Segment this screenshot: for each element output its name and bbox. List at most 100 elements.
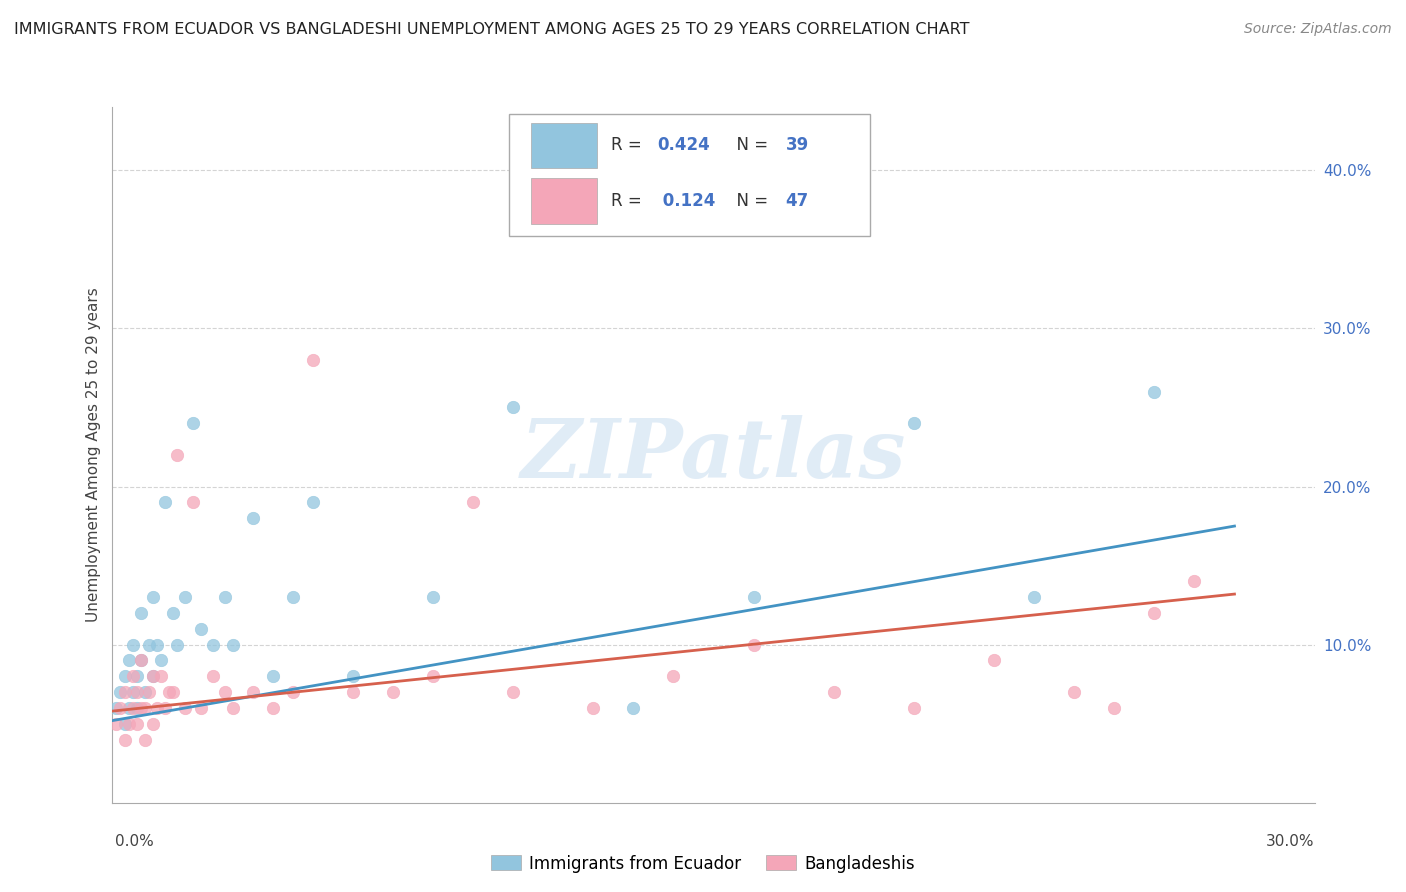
Point	[281, 591, 304, 605]
Point	[134, 701, 156, 715]
Text: Source: ZipAtlas.com: Source: ZipAtlas.com	[1244, 22, 1392, 37]
Point	[823, 685, 845, 699]
Point	[742, 591, 765, 605]
Point	[134, 685, 156, 699]
Point	[141, 669, 163, 683]
Point	[190, 701, 212, 715]
Point	[302, 495, 325, 509]
Point	[422, 591, 444, 605]
Point	[422, 669, 444, 683]
Point	[222, 638, 245, 652]
Point	[117, 716, 139, 731]
Point	[262, 669, 284, 683]
Point	[157, 685, 180, 699]
Point	[281, 685, 304, 699]
Point	[149, 653, 172, 667]
Point	[242, 511, 264, 525]
Point	[1143, 606, 1166, 620]
Text: 30.0%: 30.0%	[1267, 834, 1315, 849]
Text: R =: R =	[612, 192, 647, 210]
Point	[153, 495, 176, 509]
Point	[105, 701, 128, 715]
Point	[166, 448, 188, 462]
Point	[181, 495, 204, 509]
Point	[105, 716, 128, 731]
FancyBboxPatch shape	[509, 114, 870, 235]
Point	[110, 701, 132, 715]
Text: ZIPatlas: ZIPatlas	[520, 415, 907, 495]
Point	[222, 701, 245, 715]
Text: R =: R =	[612, 136, 647, 154]
Point	[903, 417, 925, 431]
Legend: Immigrants from Ecuador, Bangladeshis: Immigrants from Ecuador, Bangladeshis	[484, 848, 922, 880]
Point	[117, 653, 139, 667]
Point	[201, 669, 224, 683]
Point	[242, 685, 264, 699]
Point	[110, 685, 132, 699]
Point	[173, 701, 195, 715]
Point	[121, 701, 143, 715]
Text: 47: 47	[786, 192, 808, 210]
Point	[342, 669, 364, 683]
Point	[1143, 384, 1166, 399]
Point	[114, 685, 136, 699]
Point	[114, 732, 136, 747]
Point	[145, 701, 167, 715]
Point	[138, 685, 160, 699]
Point	[214, 591, 236, 605]
Point	[138, 638, 160, 652]
Point	[149, 669, 172, 683]
Point	[129, 653, 152, 667]
Point	[621, 701, 644, 715]
Point	[145, 638, 167, 652]
Point	[302, 353, 325, 368]
Text: 39: 39	[786, 136, 808, 154]
Point	[662, 669, 685, 683]
Text: N =: N =	[725, 136, 773, 154]
Point	[141, 716, 163, 731]
Text: 0.0%: 0.0%	[115, 834, 155, 849]
Point	[125, 685, 148, 699]
FancyBboxPatch shape	[531, 123, 598, 168]
Text: N =: N =	[725, 192, 773, 210]
Point	[114, 669, 136, 683]
Point	[121, 638, 143, 652]
Point	[181, 417, 204, 431]
Point	[141, 591, 163, 605]
Point	[262, 701, 284, 715]
Point	[214, 685, 236, 699]
Point	[173, 591, 195, 605]
Point	[141, 669, 163, 683]
Point	[1184, 574, 1206, 589]
Point	[1063, 685, 1085, 699]
Point	[121, 669, 143, 683]
Y-axis label: Unemployment Among Ages 25 to 29 years: Unemployment Among Ages 25 to 29 years	[86, 287, 101, 623]
Point	[166, 638, 188, 652]
Text: 0.424: 0.424	[657, 136, 710, 154]
Point	[502, 401, 524, 415]
Point	[190, 622, 212, 636]
Text: IMMIGRANTS FROM ECUADOR VS BANGLADESHI UNEMPLOYMENT AMONG AGES 25 TO 29 YEARS CO: IMMIGRANTS FROM ECUADOR VS BANGLADESHI U…	[14, 22, 970, 37]
Point	[1024, 591, 1046, 605]
Point	[121, 685, 143, 699]
Point	[461, 495, 484, 509]
Point	[125, 701, 148, 715]
Point	[983, 653, 1005, 667]
Point	[342, 685, 364, 699]
Point	[134, 732, 156, 747]
Text: 0.124: 0.124	[657, 192, 716, 210]
Point	[129, 701, 152, 715]
Point	[125, 669, 148, 683]
Point	[201, 638, 224, 652]
Point	[382, 685, 405, 699]
Point	[582, 701, 605, 715]
Point	[129, 606, 152, 620]
Point	[742, 638, 765, 652]
Point	[117, 701, 139, 715]
Point	[162, 685, 184, 699]
Point	[125, 716, 148, 731]
Point	[903, 701, 925, 715]
Point	[162, 606, 184, 620]
FancyBboxPatch shape	[531, 178, 598, 224]
Point	[153, 701, 176, 715]
